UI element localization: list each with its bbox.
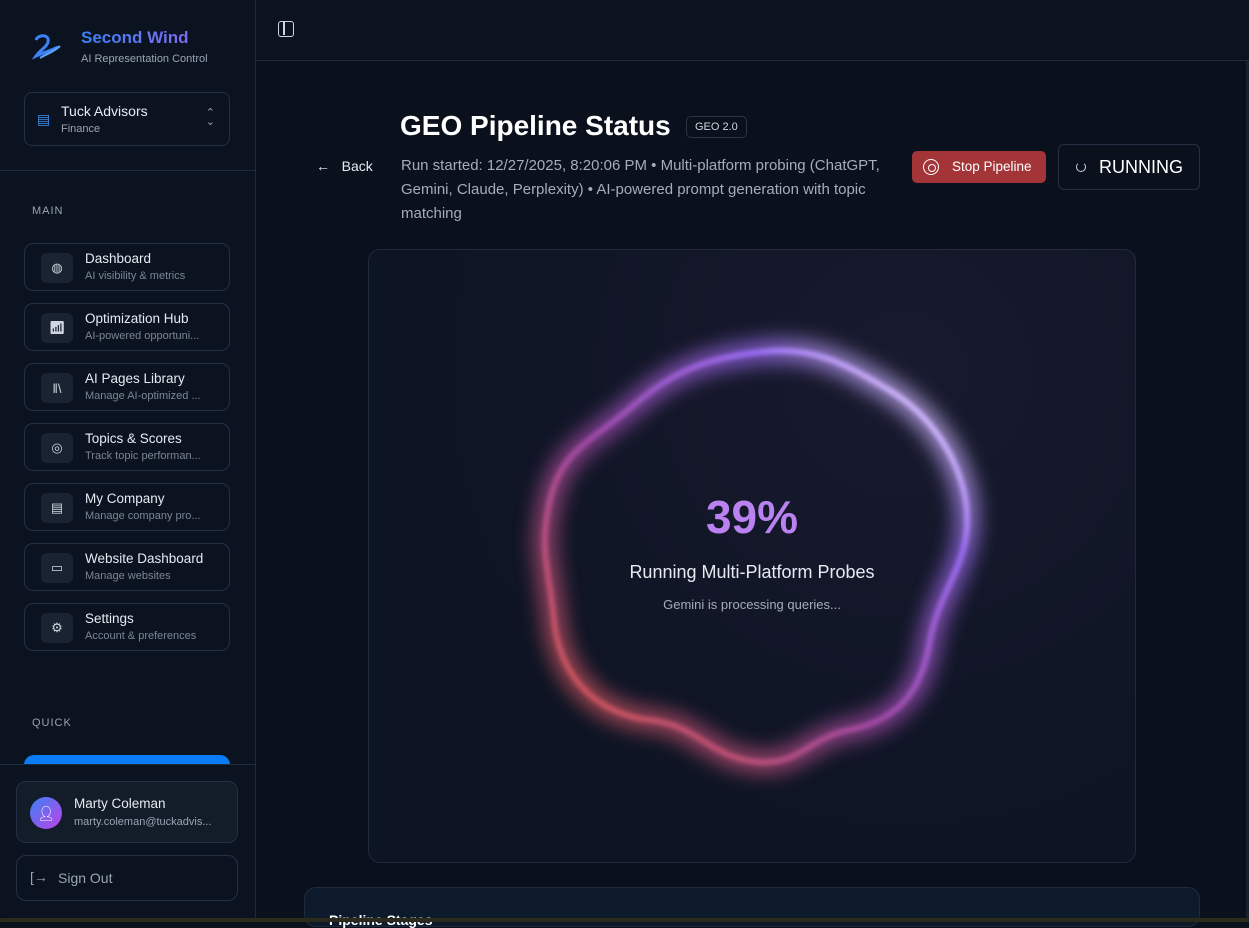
arrow-left-icon: ←	[316, 158, 330, 174]
library-icon: ‖\	[41, 373, 73, 403]
back-button[interactable]: ← Back	[316, 158, 373, 174]
nav-sub: AI-powered opportuni...	[85, 330, 200, 342]
status-badge: RUNNING	[1058, 144, 1200, 190]
nav-label: AI Pages Library	[85, 371, 185, 386]
stop-pipeline-button[interactable]: Stop Pipeline	[912, 151, 1046, 183]
top-bar	[256, 0, 1249, 61]
sidebar-item-dashboard[interactable]: ◍ Dashboard AI visibility & metrics	[24, 243, 230, 291]
back-label: Back	[341, 158, 373, 174]
desktop-edge	[0, 918, 1249, 922]
chevrons-up-down-icon: ⌃ ⌄	[205, 107, 215, 128]
sidebar: Second Wind AI Representation Control ▤ …	[0, 0, 256, 918]
nav-label: My Company	[85, 491, 165, 506]
nav-sub: Track topic performan...	[85, 450, 201, 462]
sidebar-item-settings[interactable]: ⚙ Settings Account & preferences	[24, 603, 230, 651]
nav-sub: Manage company pro...	[85, 510, 201, 522]
sidebar-item-website-dashboard[interactable]: ▭ Website Dashboard Manage websites	[24, 543, 230, 591]
target-icon: ◎	[41, 433, 73, 463]
progress-percent: 39%	[705, 491, 799, 543]
log-out-icon: [→	[30, 869, 48, 885]
nav-sub: AI visibility & metrics	[85, 270, 186, 282]
sign-out-label: Sign Out	[58, 870, 113, 886]
scrollbar[interactable]	[1246, 61, 1249, 918]
sidebar-item-optimization-hub[interactable]: 📶︎ Optimization Hub AI-powered opportuni..…	[24, 303, 230, 351]
nav-sub: Account & preferences	[85, 630, 197, 642]
nav-label: Optimization Hub	[85, 311, 189, 326]
nav-label: Settings	[85, 611, 134, 626]
progress-message: Gemini is processing queries...	[663, 597, 841, 612]
progress-phase: Running Multi-Platform Probes	[629, 562, 875, 582]
user-card[interactable]: 👤︎ Marty Coleman marty.coleman@tuckadvis…	[16, 781, 238, 843]
logo-icon	[31, 34, 61, 60]
gear-icon: ⚙	[41, 613, 73, 643]
nav-sub: Manage websites	[85, 570, 171, 582]
brand-tagline: AI Representation Control	[81, 53, 208, 65]
section-main-label: MAIN	[32, 205, 64, 217]
user-icon: 👤︎	[30, 797, 62, 829]
progress-blob	[533, 339, 979, 774]
spinner-icon	[1076, 162, 1086, 172]
section-quick-label: QUICK	[32, 717, 72, 729]
version-badge: GEO 2.0	[686, 116, 747, 138]
progress-card	[368, 249, 1136, 863]
quick-action-button[interactable]	[24, 755, 230, 765]
nav-label: Topics & Scores	[85, 431, 182, 446]
page-title: GEO Pipeline Status	[400, 110, 671, 141]
sign-out-button[interactable]: [→ Sign Out	[16, 855, 238, 901]
user-email: marty.coleman@tuckadvis...	[74, 816, 212, 828]
run-description: Run started: 12/27/2025, 8:20:06 PM • Mu…	[401, 157, 880, 222]
sidebar-item-my-company[interactable]: ▤ My Company Manage company pro...	[24, 483, 230, 531]
divider	[0, 170, 255, 171]
building-icon: ▤	[37, 111, 51, 127]
globe-icon: ◍	[41, 253, 73, 283]
user-name: Marty Coleman	[74, 796, 166, 811]
laptop-icon: ▭	[41, 553, 73, 583]
nav-label: Dashboard	[85, 251, 152, 266]
divider	[0, 764, 255, 765]
org-switcher[interactable]: ▤ Tuck Advisors Finance ⌃ ⌄	[24, 92, 230, 146]
stop-label: Stop Pipeline	[952, 159, 1032, 174]
status-label: RUNNING	[1099, 157, 1183, 177]
brand-name: Second Wind	[81, 28, 189, 47]
sidebar-toggle-icon[interactable]	[278, 21, 294, 37]
org-name: Tuck Advisors	[61, 103, 148, 119]
stop-circle-icon	[923, 159, 939, 175]
building-icon: ▤	[41, 493, 73, 523]
sidebar-item-topics-scores[interactable]: ◎ Topics & Scores Track topic performan...	[24, 423, 230, 471]
sidebar-item-ai-pages-library[interactable]: ‖\ AI Pages Library Manage AI-optimized ..…	[24, 363, 230, 411]
nav-sub: Manage AI-optimized ...	[85, 390, 201, 402]
nav-label: Website Dashboard	[85, 551, 204, 566]
chart-icon: 📶︎	[41, 313, 73, 343]
org-industry: Finance	[61, 123, 101, 135]
